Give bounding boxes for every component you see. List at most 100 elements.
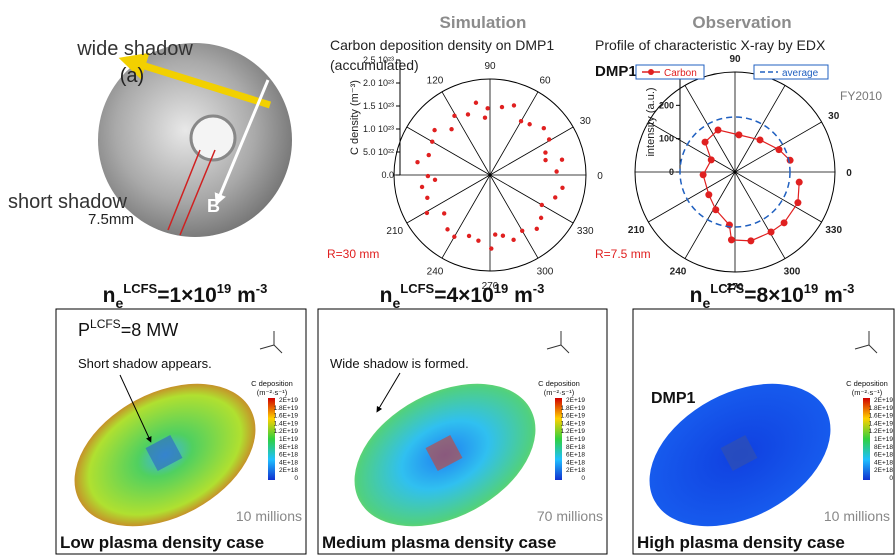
colorbar-label: 1E+19: [874, 436, 893, 443]
data-point: [735, 131, 742, 138]
radial-tick-label: 0.0: [381, 170, 394, 180]
chart-label: DMP1: [595, 63, 637, 80]
heading-part: e: [392, 295, 400, 311]
heading-part: LCFS: [710, 281, 744, 296]
spoke: [648, 172, 735, 222]
chart-header: Simulation: [440, 13, 527, 32]
colorbar-label: 1E+19: [566, 436, 585, 443]
colorbar-label: 4E+18: [874, 459, 893, 466]
data-point: [705, 191, 712, 198]
colorbar-label: 2E+18: [279, 467, 298, 474]
label: short shadow: [8, 191, 128, 213]
data-point: [542, 126, 546, 130]
colorbar-title: C deposition: [846, 379, 888, 388]
data-point: [449, 127, 453, 131]
angle-label: 120: [427, 76, 444, 87]
case-heading: neLCFS=4×1019 m-3: [380, 281, 545, 311]
colorbar-label: 1.2E+19: [561, 428, 586, 435]
axis-icon: [547, 345, 561, 349]
colorbar-label: 4E+18: [279, 459, 298, 466]
axis-icon: [274, 345, 282, 353]
colorbar-label: 8E+18: [874, 444, 893, 451]
data-point: [442, 211, 446, 215]
heading-part: m: [818, 284, 843, 307]
spoke: [442, 92, 490, 175]
heading-part: =1×10: [157, 284, 217, 307]
colorbar-label: 2E+19: [566, 397, 585, 404]
spoke: [442, 175, 490, 258]
data-point: [553, 195, 557, 199]
label: wide shadow: [76, 38, 193, 60]
particle-count: 10 millions: [236, 508, 302, 524]
heading-part: -3: [533, 281, 545, 296]
radial-axis-label: intensity (a.u.): [645, 87, 657, 156]
particle-count: 70 millions: [537, 508, 603, 524]
power-label: PLCFS=8 MW: [78, 317, 178, 340]
data-point: [483, 116, 487, 120]
data-point: [747, 237, 754, 244]
heading-part: m: [508, 284, 533, 307]
data-point: [560, 186, 564, 190]
colorbar-unit: (m⁻²·s⁻¹): [257, 388, 288, 397]
data-point: [489, 246, 493, 250]
label: (a): [120, 65, 144, 87]
figure: wide shadow (a) short shadow 7.5mm B Sim…: [0, 0, 895, 555]
heading-part: e: [702, 295, 710, 311]
data-point: [768, 229, 775, 236]
case-heading: neLCFS=1×1019 m-3: [103, 281, 268, 311]
colorbar-label: 1.6E+19: [561, 413, 586, 420]
radial-tick-label: 5.0 10²²: [363, 147, 394, 157]
spoke: [735, 172, 785, 259]
data-point: [554, 169, 558, 173]
colorbar-label: 1.8E+19: [561, 405, 586, 412]
angle-label: 300: [537, 266, 554, 277]
data-point: [452, 114, 456, 118]
data-point: [702, 139, 709, 146]
data-point: [527, 122, 531, 126]
colorbar-label: 1.2E+19: [274, 428, 299, 435]
radial-tick-label: 1.0 10²³: [363, 124, 394, 134]
data-point: [796, 179, 803, 186]
data-point: [728, 236, 735, 243]
data-point: [433, 178, 437, 182]
colorbar-label: 6E+18: [566, 452, 585, 459]
axis-icon: [260, 345, 274, 349]
spoke: [735, 85, 785, 172]
colorbar-label: 4E+18: [566, 459, 585, 466]
note: R=30 mm: [327, 247, 379, 261]
page: { "photo": {"label_wide": "wide shadow",…: [0, 0, 895, 555]
colorbar-label: 1.4E+19: [561, 420, 586, 427]
data-point: [520, 229, 524, 233]
power-part: P: [78, 320, 90, 340]
heading-part: LCFS: [400, 281, 434, 296]
colorbar-label: 2E+19: [279, 397, 298, 404]
colorbar-label: 6E+18: [874, 452, 893, 459]
colorbar-label: 1.8E+19: [274, 405, 299, 412]
data-point: [715, 126, 722, 133]
colorbar-label: 2E+19: [874, 397, 893, 404]
angle-label: 330: [577, 226, 594, 237]
data-point: [726, 222, 733, 229]
heading-part: -3: [843, 281, 855, 296]
heading-part: LCFS: [123, 281, 157, 296]
angle-label: 240: [670, 267, 687, 278]
data-point: [425, 196, 429, 200]
data-point: [501, 234, 505, 238]
angle-label: 0: [597, 171, 603, 182]
angle-label: 330: [825, 225, 842, 236]
data-point: [539, 216, 543, 220]
angle-label: 210: [386, 226, 403, 237]
spoke: [735, 172, 822, 222]
axis-icon: [869, 345, 877, 353]
data-point: [547, 137, 551, 141]
angle-label: 210: [628, 225, 645, 236]
spoke: [685, 172, 735, 259]
heading-part: =4×10: [434, 284, 494, 307]
heading-part: =8×10: [744, 284, 804, 307]
colorbar-label: 0: [294, 475, 298, 482]
heading-part: n: [380, 284, 393, 307]
data-point: [700, 171, 707, 178]
case-caption: High plasma density case: [637, 533, 845, 552]
colorbar-label: 0: [581, 475, 585, 482]
radial-axis-label: C density (m⁻³): [349, 80, 361, 155]
